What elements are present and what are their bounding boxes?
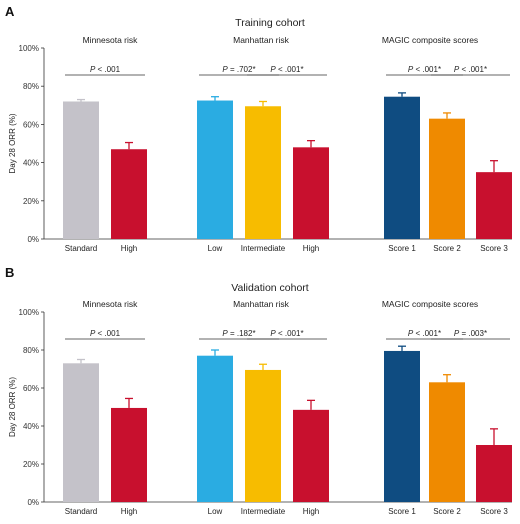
y-tick-label: 20% [23,197,39,206]
bar [429,118,465,239]
y-tick-label: 100% [19,308,39,317]
category-label: Low [208,244,223,253]
category-label: High [303,507,319,516]
category-label: Score 2 [433,244,461,253]
bar [111,149,147,239]
significance-label: P = .182* [222,329,255,338]
category-label: Intermediate [241,244,286,253]
bar [111,407,147,502]
y-tick-label: 20% [23,460,39,469]
significance-label: P < .001* [408,65,441,74]
cohort-title: Validation cohort [231,282,309,294]
panel-b: B Validation cohort 0% 20% 40% 60% 80% 100% Day … [5,265,512,516]
bar-group: Minnesota risk Standard High P < .001 [63,35,147,253]
bar [245,369,281,502]
significance-label: P < .001* [270,65,303,74]
bar-group: MAGIC composite scores Score 1 Score 2 Scor… [382,35,512,253]
bar [476,172,512,239]
category-label: Standard [65,507,97,516]
significance-label: P < .001* [270,329,303,338]
category-label: Score 1 [388,507,416,516]
group-title: Minnesota risk [83,299,139,309]
y-tick-label: 40% [23,422,39,431]
bar [476,445,512,502]
y-tick-label: 0% [27,235,39,244]
bar-group: Manhattan risk Low Intermediate High P = .70… [197,35,329,253]
group-title: Minnesota risk [83,35,139,45]
bar [197,100,233,240]
bar [429,382,465,502]
group-title: Manhattan risk [233,299,289,309]
bar-group: MAGIC composite scores Score 1 Score 2 Scor… [382,299,512,516]
category-label: High [121,507,137,516]
bar-group: Manhattan risk Low Intermediate High P = .18… [197,299,329,516]
group-title: MAGIC composite scores [382,35,478,45]
panel-letter: A [5,4,15,19]
significance-label: P = .702* [222,65,255,74]
group-title: Manhattan risk [233,35,289,45]
significance-label: P < .001* [408,329,441,338]
y-tick-label: 0% [27,498,39,507]
category-label: Score 2 [433,507,461,516]
bar [197,355,233,502]
significance-label: P < .001* [454,65,487,74]
bar [63,101,99,239]
category-label: Score 3 [480,507,508,516]
y-tick-label: 80% [23,346,39,355]
y-tick-label: 60% [23,384,39,393]
y-axis-label: Day 28 ORR (%) [8,113,17,173]
significance-label: P < .001 [90,65,121,74]
y-tick-label: 40% [23,159,39,168]
panel-letter: B [5,265,14,280]
category-label: Intermediate [241,507,286,516]
y-tick-label: 80% [23,82,39,91]
cohort-title: Training cohort [235,17,305,29]
bar [293,409,329,502]
significance-label: P = .003* [454,329,487,338]
bar-group: Minnesota risk Standard High P < .001 [63,299,147,516]
bar [384,350,420,502]
significance-label: P < .001 [90,329,121,338]
bar [63,363,99,502]
category-label: High [121,244,137,253]
category-label: Score 3 [480,244,508,253]
category-label: High [303,244,319,253]
y-axis-label: Day 28 ORR (%) [8,377,17,437]
category-label: Low [208,507,223,516]
y-tick-label: 60% [23,120,39,129]
category-label: Score 1 [388,244,416,253]
bar [293,147,329,239]
y-tick-label: 100% [19,44,39,53]
bar [384,96,420,239]
category-label: Standard [65,244,97,253]
panel-a: A Training cohort 0% 20% 40% 60% 80% 100% Day 28… [5,4,512,253]
group-title: MAGIC composite scores [382,299,478,309]
bar [245,106,281,239]
